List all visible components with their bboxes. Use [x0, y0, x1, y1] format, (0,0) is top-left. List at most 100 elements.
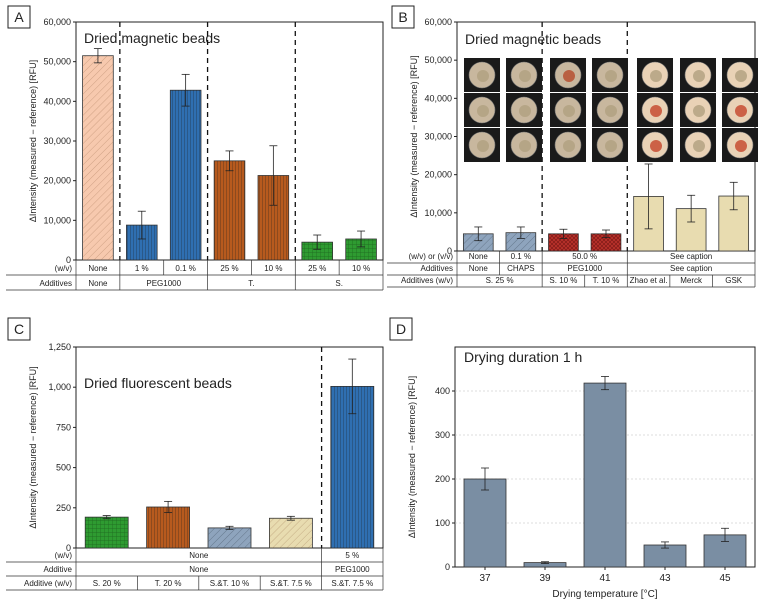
table-cell: None [189, 551, 209, 560]
bead-spot [605, 140, 617, 152]
y-tick-label: 0 [66, 543, 71, 553]
table-row-label: Additive [44, 565, 73, 574]
y-axis-label: ΔIntensity (measured − reference) [RFU] [28, 366, 38, 528]
y-tick-label: 400 [435, 386, 450, 396]
y-tick-label: 20,000 [424, 170, 452, 180]
bead-spot [519, 140, 531, 152]
panel-b: B 0 10,000 20,000 30,000 40,000 50,000 60,000 ΔI… [387, 5, 758, 288]
table-cell: 10 % [352, 264, 370, 273]
bar-hatch [208, 527, 251, 548]
bead-spot [650, 105, 662, 117]
bead-spot [735, 140, 747, 152]
y-tick-label: 50,000 [424, 55, 452, 65]
x-tick-label: 45 [719, 573, 731, 584]
y-tick-label: 30,000 [43, 136, 71, 146]
bead-spot [563, 70, 575, 82]
y-tick-label: 10,000 [424, 208, 452, 218]
x-tick-label: 39 [539, 573, 551, 584]
bar-hatch [505, 232, 536, 251]
table-cell: 25 % [308, 264, 326, 273]
table-row-label: (w/v) or (v/v) [409, 252, 454, 261]
bead-spot [693, 105, 705, 117]
table-cell: S.&T. 7.5 % [331, 579, 373, 588]
panel-label-box [7, 317, 31, 341]
table-cell: See caption [670, 252, 712, 261]
table-row-label: Additive (w/v) [24, 579, 72, 588]
panel-label-box [7, 5, 31, 29]
table-cell: None [88, 279, 108, 288]
table-row-label: (w/v) [55, 264, 73, 273]
table-cell: 0.1 % [511, 252, 531, 261]
table-cell: 25 % [220, 264, 238, 273]
bar-hatch [269, 518, 313, 548]
bar-hatch [463, 233, 494, 251]
bar [583, 382, 627, 568]
panel-d: D 0 100 200 300 400 ΔIntensity (measured − ref… [389, 317, 756, 600]
y-tick-label: 500 [56, 463, 71, 473]
table-row-label: Additives (w/v) [401, 276, 453, 285]
table-cell: 0.1 % [175, 264, 195, 273]
table-cell: See caption [670, 264, 712, 273]
table-cell: S. 20 % [93, 579, 121, 588]
y-tick-label: 1,000 [48, 382, 71, 392]
bead-spot [563, 140, 575, 152]
y-tick-label: 0 [445, 562, 450, 572]
table-cell: None [469, 264, 489, 273]
y-tick-label: 300 [435, 430, 450, 440]
y-tick-label: 750 [56, 422, 71, 432]
table-cell: PEG1000 [567, 264, 602, 273]
chart-title: Dried fluorescent beads [84, 375, 232, 391]
y-tick-label: 40,000 [43, 96, 71, 106]
table-cell: GSK [725, 276, 743, 285]
table-cell: S. 10 % [549, 276, 577, 285]
panel-label: B [398, 9, 407, 25]
y-tick-label: 50,000 [43, 57, 71, 67]
x-tick-label: 41 [599, 573, 611, 584]
panel-c: C 0 250 500 750 1,000 1,250 ΔIntensity (measure… [6, 317, 384, 591]
table-cell: S.&T. 7.5 % [270, 579, 312, 588]
bar-hatch [345, 238, 377, 260]
bead-spot [519, 70, 531, 82]
bead-spot [735, 105, 747, 117]
bead-spot [693, 70, 705, 82]
bead-spot [477, 140, 489, 152]
chart-title: Dried magnetic beads [465, 31, 601, 47]
bar-hatch [301, 242, 333, 260]
table-cell: 10 % [264, 264, 282, 273]
bead-spot [650, 70, 662, 82]
bead-spot [735, 70, 747, 82]
y-tick-label: 20,000 [43, 176, 71, 186]
table-cell: S.&T. 10 % [210, 579, 250, 588]
table-cell: T. [248, 279, 254, 288]
table-row-label: Additives [421, 264, 453, 273]
bar-hatch [82, 55, 114, 260]
bead-spot [650, 140, 662, 152]
y-tick-label: 0 [447, 246, 452, 256]
bead-spot [605, 105, 617, 117]
bar-hatch [591, 233, 621, 251]
bead-spot [477, 70, 489, 82]
bar-hatch [214, 160, 245, 260]
panel-label-box [391, 5, 415, 29]
x-axis-label: Drying temperature [°C] [552, 589, 657, 600]
table-cell: 1 % [135, 264, 149, 273]
bead-spot [605, 70, 617, 82]
table-row-label: (w/v) [55, 551, 73, 560]
y-tick-label: 30,000 [424, 132, 452, 142]
panel-label-box [389, 317, 413, 341]
table-cell: T. 20 % [155, 579, 182, 588]
table-cell: None [189, 565, 209, 574]
bead-spot [563, 105, 575, 117]
table-cell: Zhao et al. [630, 276, 668, 285]
bead-spot [693, 140, 705, 152]
panel-label: D [396, 321, 406, 337]
y-axis-label: ΔIntensity (measured − reference) [RFU] [407, 376, 417, 538]
table-cell: Merck [680, 276, 703, 285]
table-cell: T. 10 % [593, 276, 620, 285]
table-cell: S. 25 % [486, 276, 514, 285]
y-tick-label: 10,000 [43, 215, 71, 225]
table-cell: 5 % [345, 551, 359, 560]
bead-spot [477, 105, 489, 117]
table-cell: 50.0 % [572, 252, 597, 261]
